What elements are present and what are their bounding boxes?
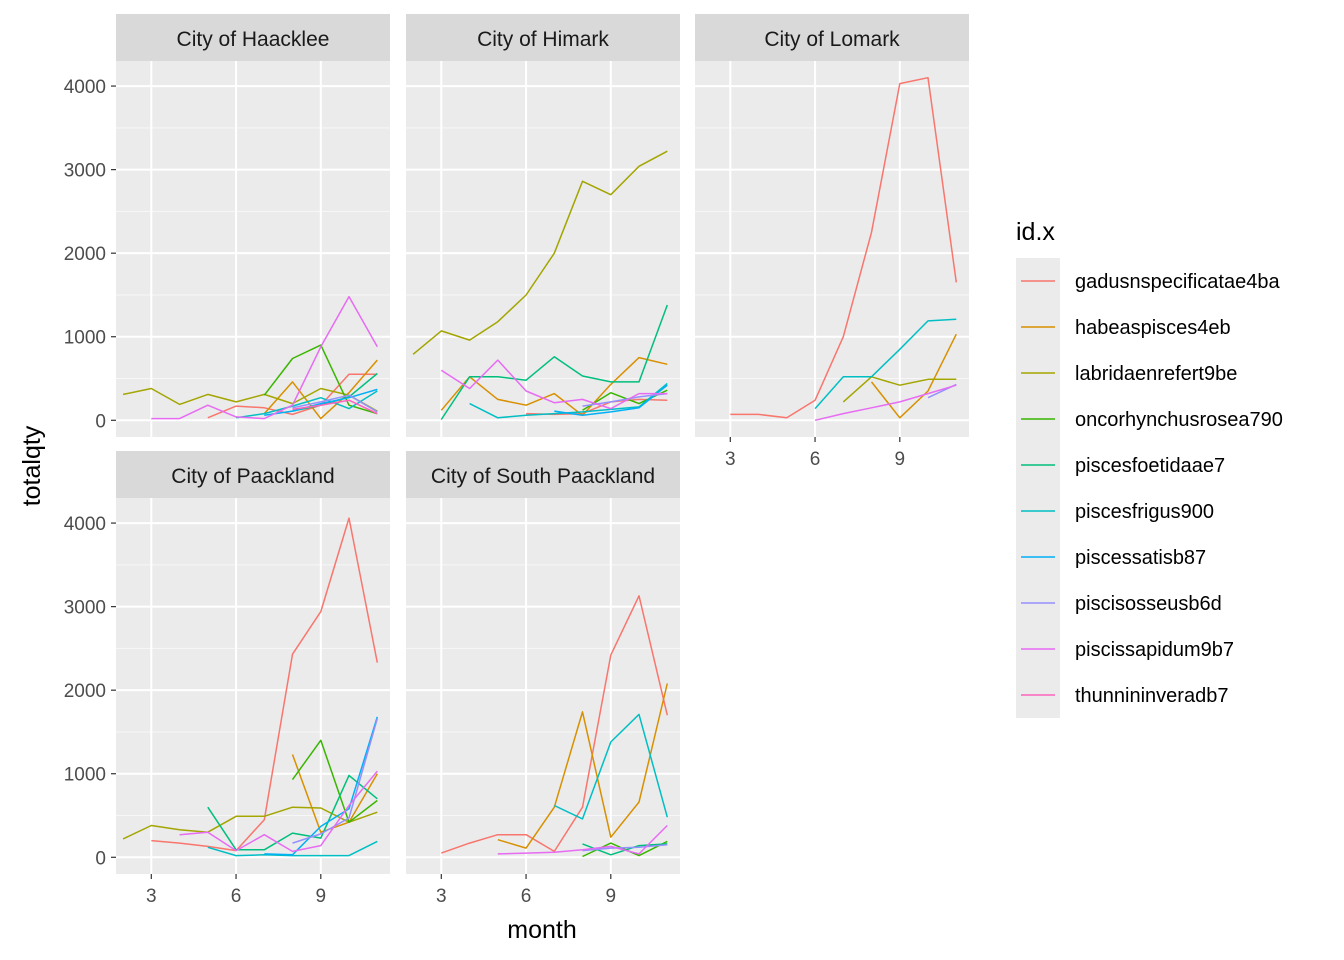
legend-label: habeaspisces4eb (1075, 317, 1231, 339)
series-line-piscesfrigus900 (814, 318, 957, 410)
y-tick-label: 3000 (64, 598, 106, 619)
legend-label: thunnininveradb7 (1075, 685, 1228, 707)
series-line-piscesfrigus900 (553, 713, 669, 820)
panel-background (406, 498, 680, 874)
facet-strip (406, 14, 680, 61)
facet-panel: City of Haacklee 0 1000 2000 3000 4000 (64, 14, 390, 437)
series-line-habeaspisces4eb (497, 683, 669, 849)
legend-label: oncorhynchusrosea790 (1075, 409, 1283, 431)
series-line-labridaenrefert9be (412, 150, 668, 355)
legend-label: piscessatisb87 (1075, 547, 1206, 569)
series-line-habeaspisces4eb (291, 754, 378, 833)
series-line-piscisosseusb6d (582, 844, 668, 852)
series-line-habeaspisces4eb (440, 356, 668, 417)
series-line-piscissapidum9b7 (814, 384, 957, 422)
series-line-gadusnspecificatae4ba (207, 373, 378, 419)
series-line-thunnininveradb7 (292, 399, 378, 415)
facet-title: City of Himark (477, 28, 609, 51)
x-axis-title: month (507, 916, 576, 944)
series-line-gadusnspecificatae4ba (151, 517, 379, 852)
x-tick-label: 9 (606, 886, 617, 907)
series-line-piscesfrigus900 (207, 840, 378, 857)
series-line-piscissapidum9b7 (179, 770, 378, 853)
facet-title: City of South Paackland (431, 465, 655, 488)
facet-title: City of Lomark (764, 28, 900, 51)
facet-panel: City of Himark (406, 14, 680, 437)
x-tick-label: 3 (146, 886, 157, 907)
legend-label: piscisosseusb6d (1075, 593, 1222, 615)
y-tick-label: 2000 (64, 244, 106, 265)
y-tick-label: 1000 (64, 328, 106, 349)
x-tick-label: 9 (316, 886, 327, 907)
legend-label: piscesfrigus900 (1075, 501, 1214, 523)
y-tick-label: 4000 (64, 77, 106, 98)
y-axis-title: totalqty (18, 425, 46, 506)
x-tick-label: 3 (725, 449, 736, 470)
facet-strip (116, 14, 390, 61)
series-line-piscessatisb87 (264, 388, 378, 417)
facet-strip (695, 14, 969, 61)
x-tick-label: 6 (810, 449, 821, 470)
facet-panel: City of Paackland 0 1000 2000 3000 4000 3 6 9 (64, 451, 390, 907)
series-line-labridaenrefert9be (842, 376, 957, 403)
facet-strip (116, 451, 390, 498)
series-line-piscesfrigus900 (235, 390, 378, 419)
series-line-oncorhynchusrosea790 (263, 344, 378, 415)
y-tick-label: 4000 (64, 514, 106, 535)
legend: id.x gadusnspecificatae4ba habeaspisces4e… (1016, 218, 1283, 718)
series-line-labridaenrefert9be (122, 387, 378, 412)
series-line-labridaenrefert9be (122, 806, 378, 840)
series-line-piscissapidum9b7 (440, 359, 668, 410)
x-tick-label: 3 (436, 886, 447, 907)
facet-title: City of Haacklee (177, 28, 330, 51)
y-tick-label: 0 (95, 411, 106, 432)
panel-background (695, 61, 969, 437)
facet-title: City of Paackland (171, 465, 334, 488)
y-tick-label: 2000 (64, 681, 106, 702)
panel-background (116, 61, 390, 437)
series-line-gadusnspecificatae4ba (441, 595, 669, 854)
y-tick-label: 1000 (64, 765, 106, 786)
series-line-piscissapidum9b7 (151, 295, 378, 420)
series-line-piscisosseusb6d (292, 394, 378, 413)
series-line-piscessatisb87 (264, 716, 379, 856)
series-line-piscessatisb87 (554, 384, 668, 417)
series-line-gadusnspecificatae4ba (730, 76, 958, 419)
legend-label: piscesfoetidaae7 (1075, 455, 1225, 477)
series-line-habeaspisces4eb (263, 359, 378, 420)
x-tick-label: 6 (231, 886, 242, 907)
legend-label: piscissapidum9b7 (1075, 639, 1234, 661)
y-tick-label: 3000 (64, 161, 106, 182)
legend-title: id.x (1016, 218, 1055, 246)
legend-label: labridaenrefert9be (1075, 363, 1237, 385)
facet-panel: City of South Paackland 3 6 9 (406, 451, 680, 907)
x-tick-label: 9 (895, 449, 906, 470)
series-line-piscissapidum9b7 (497, 824, 668, 855)
x-tick-label: 6 (521, 886, 532, 907)
facet-strip (406, 451, 680, 498)
panel-background (406, 61, 680, 437)
facet-panel: City of Lomark 3 6 9 (695, 14, 969, 470)
series-line-oncorhynchusrosea790 (291, 739, 378, 823)
y-tick-label: 0 (95, 848, 106, 869)
legend-label: gadusnspecificatae4ba (1075, 271, 1280, 293)
series-line-habeaspisces4eb (870, 333, 957, 419)
series-line-piscesfoetidaae7 (440, 304, 669, 420)
legend-key-background (1016, 258, 1060, 718)
